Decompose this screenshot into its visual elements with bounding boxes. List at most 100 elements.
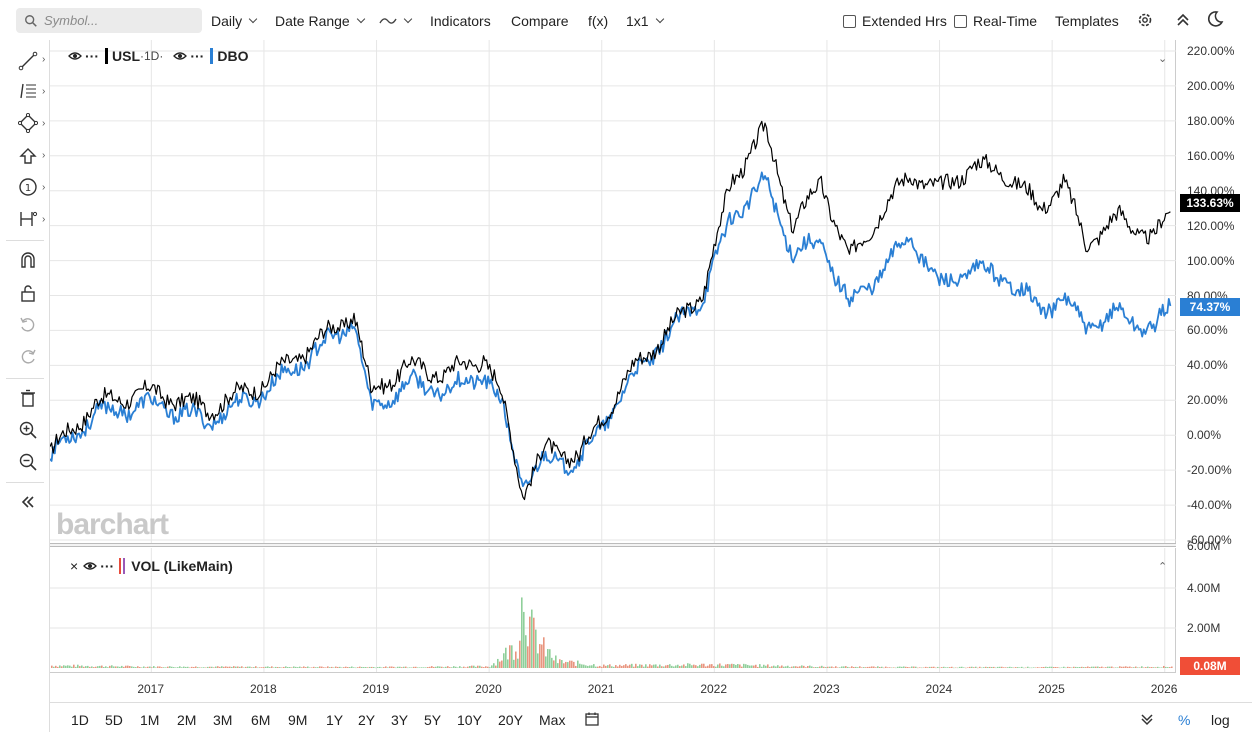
volume-bar (425, 667, 427, 668)
collapse-up-icon[interactable] (1175, 11, 1191, 29)
unlock-icon[interactable] (17, 282, 39, 304)
percent-scale-toggle[interactable]: % (1178, 712, 1191, 728)
volume-bar (1133, 667, 1135, 668)
price-chart-svg[interactable] (50, 40, 1176, 544)
range-button-2m[interactable]: 2M (177, 712, 197, 728)
chevron-right-icon[interactable]: › (42, 86, 46, 97)
undo-icon[interactable] (17, 314, 39, 336)
measure-tool-icon[interactable] (17, 208, 39, 230)
arrow-up-tool-icon[interactable] (17, 145, 39, 167)
range-button-10y[interactable]: 10Y (457, 712, 482, 728)
more-options-icon[interactable]: ··· (190, 48, 205, 64)
chevron-right-icon[interactable]: › (42, 150, 46, 161)
indicators-button[interactable]: Indicators (430, 13, 491, 29)
compare-button[interactable]: Compare (511, 13, 569, 29)
volume-bar (969, 666, 971, 668)
chevron-right-icon[interactable]: › (42, 118, 46, 129)
chevron-right-icon[interactable]: › (42, 182, 46, 193)
y-axis-tick-label: 40.00% (1187, 358, 1228, 373)
range-button-9m[interactable]: 9M (288, 712, 308, 728)
volume-bar (931, 666, 933, 668)
function-button[interactable]: f(x) (588, 13, 609, 29)
date-range-dropdown[interactable]: Date Range (275, 12, 365, 30)
search-icon (25, 14, 37, 27)
magnet-icon[interactable] (17, 249, 39, 271)
volume-bar (833, 667, 835, 668)
calendar-icon[interactable] (584, 711, 600, 727)
volume-bar (347, 667, 349, 668)
close-icon[interactable]: × (70, 558, 79, 574)
volume-bar (455, 666, 457, 668)
eye-icon[interactable] (68, 51, 82, 61)
more-options-icon[interactable]: ··· (100, 558, 115, 574)
redo-icon[interactable] (17, 346, 39, 368)
volume-bar (539, 644, 541, 668)
extended-hrs-toggle[interactable]: Extended Hrs (843, 12, 947, 30)
volume-bar (245, 666, 247, 668)
zoom-in-icon[interactable] (17, 419, 39, 441)
trash-icon[interactable] (17, 387, 39, 409)
real-time-toggle[interactable]: Real-Time (954, 12, 1037, 30)
eye-icon[interactable] (173, 51, 188, 61)
shape-tool-icon[interactable] (17, 112, 39, 134)
volume-bar (1047, 667, 1049, 668)
collapse-toolbar-icon[interactable] (17, 491, 39, 513)
pane-expand-chevron-icon[interactable]: ⌃ (1158, 561, 1168, 573)
volume-bar (223, 666, 225, 668)
range-button-5y[interactable]: 5Y (424, 712, 442, 728)
settings-gear-icon[interactable] (1136, 11, 1154, 29)
volume-bar (1137, 667, 1139, 668)
volume-bar (715, 666, 717, 668)
range-button-20y[interactable]: 20Y (498, 712, 523, 728)
annotation-tool-icon[interactable]: 1 (17, 176, 39, 198)
chevron-right-icon[interactable]: › (42, 214, 46, 225)
volume-bar (867, 666, 869, 668)
expand-down-icon[interactable] (1140, 711, 1154, 727)
volume-chart-svg[interactable] (50, 548, 1176, 672)
volume-bar (1127, 666, 1129, 668)
volume-bar (367, 667, 369, 668)
interval-label: Daily (211, 13, 243, 29)
volume-bar (665, 665, 667, 668)
range-button-3y[interactable]: 3Y (391, 712, 409, 728)
range-button-1d[interactable]: 1D (71, 712, 89, 728)
volume-bar (485, 666, 487, 668)
chevron-right-icon[interactable]: › (42, 54, 46, 65)
range-button-3m[interactable]: 3M (213, 712, 233, 728)
price-chart-pane[interactable] (50, 40, 1176, 544)
interval-dropdown[interactable]: Daily (211, 12, 258, 30)
range-button-1m[interactable]: 1M (140, 712, 160, 728)
fib-tool-icon[interactable] (17, 80, 39, 102)
volume-bar (611, 666, 613, 668)
pane-collapse-chevron-icon[interactable]: ⌄ (1158, 53, 1168, 65)
log-scale-toggle[interactable]: log (1211, 712, 1230, 728)
volume-bar (1105, 667, 1107, 668)
symbol-search-input[interactable]: Symbol... (16, 8, 202, 33)
range-button-2y[interactable]: 2Y (358, 712, 376, 728)
volume-bar (1123, 666, 1125, 668)
time-x-axis[interactable] (50, 672, 1176, 702)
templates-button[interactable]: Templates (1055, 13, 1119, 29)
volume-bar (259, 667, 261, 668)
range-button-1y[interactable]: 1Y (326, 712, 344, 728)
zoom-out-icon[interactable] (17, 451, 39, 473)
range-button-5d[interactable]: 5D (105, 712, 123, 728)
range-button-max[interactable]: Max (539, 712, 566, 728)
more-options-icon[interactable]: ··· (85, 48, 99, 64)
eye-icon[interactable] (83, 561, 98, 571)
trend-line-tool-icon[interactable] (17, 50, 39, 72)
pane-resize-handle[interactable] (50, 543, 1176, 547)
extended-hrs-checkbox[interactable] (843, 14, 856, 28)
volume-bar (561, 660, 563, 668)
x-axis-tick-label: 2022 (700, 682, 728, 696)
symbol-placeholder: Symbol... (44, 13, 99, 28)
range-button-6m[interactable]: 6M (251, 712, 271, 728)
real-time-checkbox[interactable] (954, 14, 967, 28)
chart-type-dropdown[interactable] (379, 12, 413, 30)
dark-mode-moon-icon[interactable] (1206, 10, 1224, 28)
volume-bar (67, 665, 69, 668)
volume-bar (801, 665, 803, 668)
layout-dropdown[interactable]: 1x1 (626, 12, 664, 30)
volume-bar (1057, 667, 1059, 668)
volume-chart-pane[interactable] (50, 548, 1176, 672)
